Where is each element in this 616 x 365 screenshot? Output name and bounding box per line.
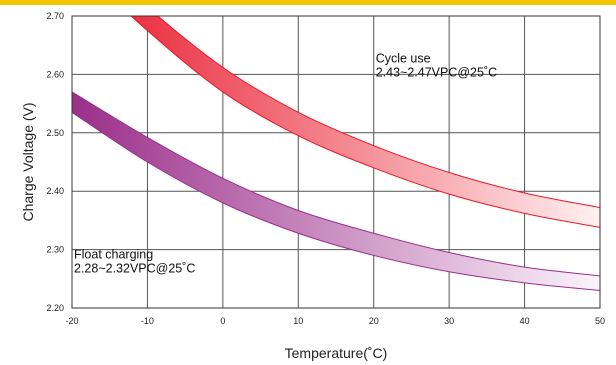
annotation-title: Cycle use [376, 52, 431, 66]
x-tick-label: 10 [293, 316, 303, 326]
y-axis-label: Charge Voltage (V) [20, 102, 36, 221]
y-tick-label: 2.30 [46, 245, 64, 255]
tick-layer: -20 -10 0 10 20 30 40 50 2.20 2.30 2.40 2.50 2.60 2.7… [46, 11, 605, 326]
band-float-charging [72, 91, 600, 291]
x-tick-label: -20 [65, 316, 78, 326]
band-layer [72, 16, 600, 291]
annotation-title: Float charging [74, 247, 153, 261]
x-tick-label: 0 [220, 316, 225, 326]
x-tick-label: -10 [141, 316, 154, 326]
x-axis-label: Temperature(˚C) [285, 345, 388, 361]
frame-layer [71, 15, 601, 309]
y-tick-label: 2.20 [46, 303, 64, 313]
x-tick-label: 30 [444, 316, 454, 326]
y-tick-label: 2.70 [46, 11, 64, 21]
y-tick-label: 2.60 [46, 69, 64, 79]
annotation-value: 2.43~2.47VPC@25˚C [376, 66, 497, 80]
x-tick-label: 20 [369, 316, 379, 326]
annotation-value: 2.28~2.32VPC@25˚C [74, 261, 195, 275]
plot-frame [71, 15, 601, 309]
top-accent-bar [0, 0, 616, 5]
y-tick-label: 2.40 [46, 186, 64, 196]
band-cycle-use [130, 16, 600, 228]
x-tick-label: 50 [595, 316, 605, 326]
x-tick-label: 40 [520, 316, 530, 326]
y-tick-label: 2.50 [46, 128, 64, 138]
